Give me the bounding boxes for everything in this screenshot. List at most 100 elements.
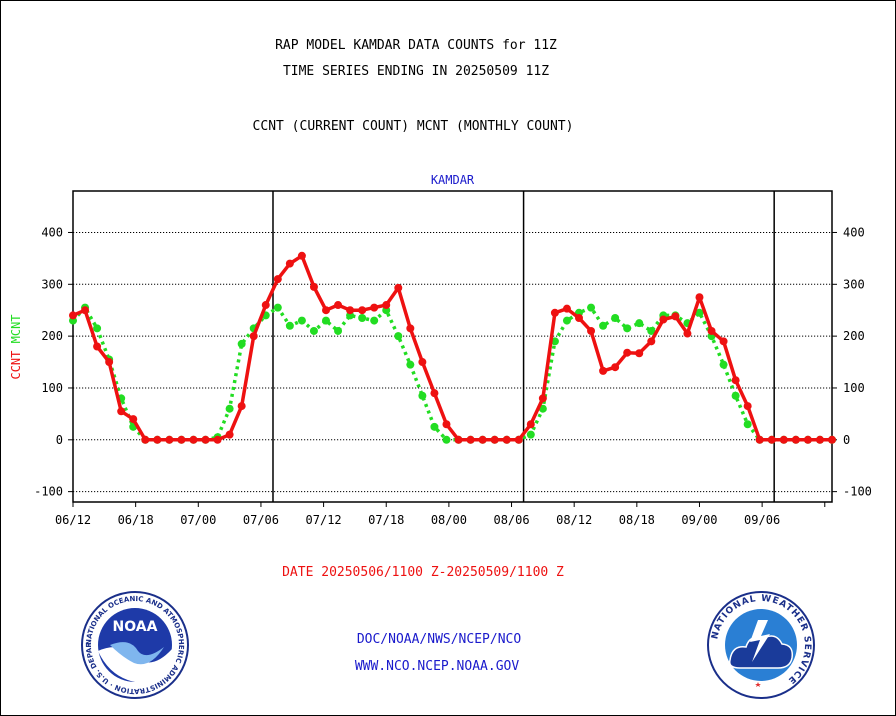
point-ccnt: [430, 389, 439, 398]
x-tick-label: 09/00: [681, 513, 717, 527]
point-ccnt: [261, 301, 270, 310]
noaa-logo: NATIONAL OCEANIC AND ATMOSPHERIC ADMINIS…: [80, 591, 189, 699]
y-tick-label-left: 300: [41, 277, 63, 291]
point-mcnt: [695, 308, 704, 317]
point-ccnt: [406, 324, 415, 333]
x-tick-label: 06/18: [118, 513, 154, 527]
point-ccnt: [587, 326, 596, 335]
x-tick-label: 06/12: [55, 513, 91, 527]
point-ccnt: [165, 435, 174, 444]
point-ccnt: [201, 435, 210, 444]
point-ccnt: [153, 435, 162, 444]
nws-logo: NATIONAL WEATHER SERVICE: [707, 591, 815, 699]
point-mcnt: [418, 391, 427, 400]
point-ccnt: [671, 312, 680, 321]
plot-title: KAMDAR: [431, 173, 475, 187]
point-ccnt: [382, 301, 391, 310]
point-ccnt: [599, 366, 608, 375]
y-axis-label-mcnt: MCNT: [9, 314, 23, 350]
chart-title-line2: TIME SERIES ENDING IN 20250509 11Z: [282, 64, 550, 79]
point-ccnt: [478, 435, 487, 444]
point-mcnt: [285, 321, 294, 330]
y-tick-label-right: 0: [843, 433, 850, 447]
point-ccnt: [466, 435, 475, 444]
point-mcnt: [743, 420, 752, 429]
point-mcnt: [370, 316, 379, 325]
y-tick-label-right: 100: [843, 381, 865, 395]
x-tick-label: 07/12: [306, 513, 342, 527]
point-ccnt: [249, 332, 258, 341]
point-ccnt: [309, 282, 318, 291]
point-mcnt: [309, 326, 318, 335]
point-ccnt: [550, 308, 559, 317]
point-ccnt: [791, 435, 800, 444]
chart-title-line1: RAP MODEL KAMDAR DATA COUNTS for 11Z: [275, 38, 557, 53]
point-ccnt: [454, 435, 463, 444]
chart-subtitle: CCNT (CURRENT COUNT) MCNT (MONTHLY COUNT…: [252, 119, 574, 134]
date-range-label: DATE 20250506/1100 Z-20250509/1100 Z: [282, 565, 564, 580]
point-ccnt: [562, 304, 571, 313]
point-ccnt: [442, 420, 451, 429]
series-line-ccnt: [72, 254, 832, 442]
point-ccnt: [538, 394, 547, 403]
point-ccnt: [370, 303, 379, 312]
point-mcnt: [430, 422, 439, 431]
point-ccnt: [81, 306, 90, 315]
point-ccnt: [743, 402, 752, 411]
y-tick-label-left: 0: [56, 433, 63, 447]
point-ccnt: [767, 435, 776, 444]
point-ccnt: [502, 435, 511, 444]
point-mcnt: [442, 435, 451, 444]
point-ccnt: [526, 420, 535, 429]
point-ccnt: [719, 337, 728, 346]
point-ccnt: [707, 326, 716, 335]
point-ccnt: [225, 430, 234, 439]
point-ccnt: [490, 435, 499, 444]
y-tick-label-right: 200: [843, 329, 865, 343]
y-tick-label-right: 400: [843, 225, 865, 239]
point-mcnt: [225, 404, 234, 413]
x-tick-label: 09/06: [744, 513, 780, 527]
point-ccnt: [828, 435, 836, 444]
y-axis-label: CCNT MCNT: [9, 314, 23, 379]
point-mcnt: [358, 313, 367, 322]
point-ccnt: [189, 435, 198, 444]
y-tick-label-right: -100: [843, 485, 872, 499]
point-ccnt: [635, 349, 644, 358]
point-mcnt: [635, 319, 644, 328]
point-ccnt: [779, 435, 788, 444]
y-tick-label-left: 100: [41, 381, 63, 395]
point-ccnt: [93, 342, 102, 351]
point-ccnt: [273, 275, 282, 284]
point-ccnt: [285, 259, 294, 268]
point-ccnt: [297, 251, 306, 260]
point-ccnt: [418, 358, 427, 367]
point-mcnt: [587, 303, 596, 312]
point-ccnt: [346, 306, 355, 315]
y-tick-label-right: 300: [843, 277, 865, 291]
x-tick-label: 08/18: [619, 513, 655, 527]
point-ccnt: [117, 407, 126, 416]
point-mcnt: [647, 326, 656, 335]
y-tick-label-left: 200: [41, 329, 63, 343]
point-mcnt: [526, 430, 535, 439]
point-mcnt: [297, 316, 306, 325]
x-tick-label: 07/06: [243, 513, 279, 527]
x-tick-label: 08/00: [431, 513, 467, 527]
point-mcnt: [599, 321, 608, 330]
y-tick-label-left: -100: [34, 485, 63, 499]
point-ccnt: [213, 435, 222, 444]
point-ccnt: [803, 435, 812, 444]
point-mcnt: [334, 326, 343, 335]
point-ccnt: [358, 306, 367, 315]
x-tick-label: 08/06: [493, 513, 529, 527]
point-mcnt: [322, 316, 330, 325]
x-tick-label: 08/12: [556, 513, 592, 527]
y-axis-label-ccnt: CCNT: [9, 351, 23, 380]
point-ccnt: [695, 293, 704, 302]
point-ccnt: [141, 435, 150, 444]
point-ccnt: [611, 363, 620, 372]
point-ccnt: [334, 301, 343, 310]
org-label: DOC/NOAA/NWS/NCEP/NCO: [356, 632, 522, 647]
